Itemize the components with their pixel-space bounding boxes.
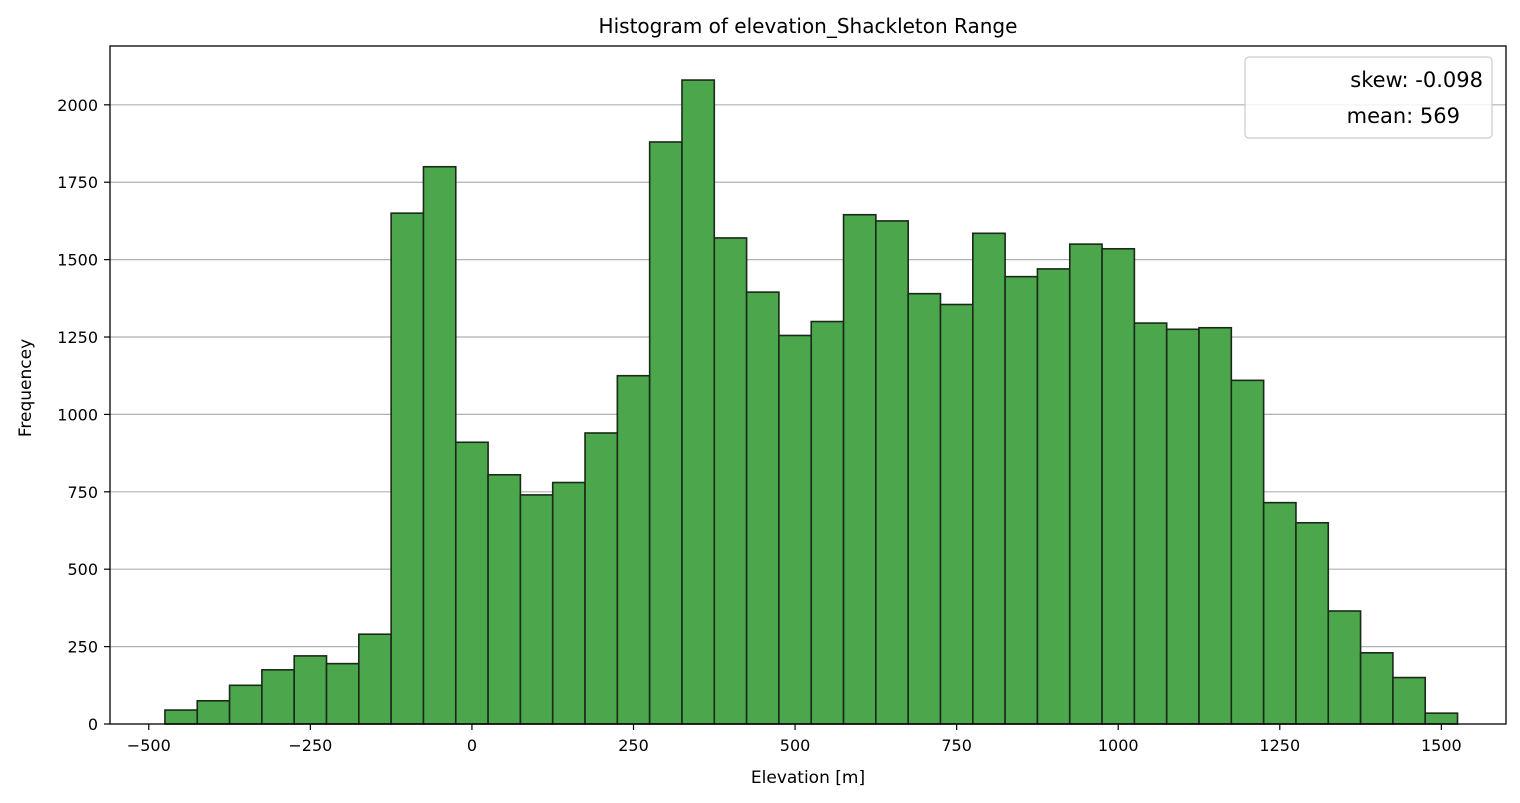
histogram-bar bbox=[1424, 712, 1459, 725]
histogram-bar bbox=[907, 292, 942, 725]
histogram-bar bbox=[390, 212, 425, 725]
y-tick-label: 1250 bbox=[57, 328, 98, 347]
legend-box bbox=[1244, 56, 1493, 139]
histogram-bar bbox=[164, 709, 199, 725]
histogram-bar bbox=[778, 334, 813, 725]
histogram-bar bbox=[842, 213, 877, 725]
histogram-bar bbox=[745, 291, 780, 725]
y-tick-label: 1750 bbox=[57, 173, 98, 192]
histogram-bar bbox=[939, 303, 974, 725]
x-tick-label: −500 bbox=[127, 736, 171, 755]
legend-entry-skew: skew: -0.098 bbox=[1350, 68, 1483, 92]
histogram-bar bbox=[972, 232, 1006, 725]
histogram-bar bbox=[422, 165, 457, 725]
x-tick-label: 1000 bbox=[1098, 736, 1139, 755]
histogram-bar bbox=[810, 320, 845, 725]
y-tick-label: 250 bbox=[67, 638, 98, 657]
x-tick-label: −250 bbox=[288, 736, 332, 755]
histogram-bar bbox=[261, 669, 295, 725]
x-axis-label: Elevation [m] bbox=[751, 768, 865, 788]
histogram-bar bbox=[681, 79, 716, 725]
histogram-bar bbox=[1392, 676, 1427, 725]
chart-title: Histogram of elevation_Shackleton Range bbox=[599, 14, 1018, 38]
y-tick-label: 1000 bbox=[57, 405, 98, 424]
histogram-bar bbox=[1004, 275, 1039, 725]
histogram-bars bbox=[164, 79, 1459, 725]
histogram-bar bbox=[551, 481, 586, 725]
x-tick-label: 750 bbox=[941, 736, 972, 755]
histogram-bar bbox=[1359, 651, 1394, 725]
histogram-bar bbox=[228, 684, 263, 725]
histogram-bar bbox=[1101, 247, 1136, 725]
y-tick-label: 0 bbox=[88, 715, 98, 734]
x-tick-label: 250 bbox=[618, 736, 649, 755]
histogram-bar bbox=[1230, 379, 1265, 725]
y-tick-label: 500 bbox=[67, 560, 98, 579]
x-tick-label: 1250 bbox=[1259, 736, 1300, 755]
x-tick-label: 1500 bbox=[1421, 736, 1462, 755]
histogram-bar bbox=[454, 441, 489, 725]
x-tick-label: 0 bbox=[467, 736, 477, 755]
histogram-bar bbox=[1295, 521, 1330, 725]
legend: skew: -0.098 mean: 569 bbox=[1244, 56, 1493, 139]
histogram-bar bbox=[584, 432, 619, 725]
histogram-bar bbox=[1262, 501, 1297, 725]
legend-entry-mean: mean: 569 bbox=[1347, 104, 1460, 128]
y-tick-label: 750 bbox=[67, 483, 98, 502]
histogram-bar bbox=[1327, 610, 1362, 725]
histogram-bar bbox=[1068, 243, 1103, 725]
x-tick-label: 500 bbox=[780, 736, 811, 755]
histogram-bar bbox=[196, 699, 231, 725]
histogram-bar bbox=[648, 141, 683, 725]
histogram-bar bbox=[875, 220, 909, 725]
histogram-bar bbox=[487, 473, 522, 725]
histogram-bar bbox=[616, 374, 651, 725]
histogram-bar bbox=[519, 494, 554, 725]
histogram-bar bbox=[1198, 326, 1233, 725]
histogram-bar bbox=[1036, 268, 1071, 725]
y-tick-label: 1500 bbox=[57, 251, 98, 270]
y-axis-ticks: 0 250 500 750 1000 1250 1500 1750 2000 bbox=[57, 96, 110, 734]
histogram-bar bbox=[713, 237, 748, 725]
y-tick-label: 2000 bbox=[57, 96, 98, 115]
histogram-bar bbox=[1165, 328, 1200, 725]
y-axis-label: Frequencey bbox=[16, 339, 36, 437]
histogram-bar bbox=[293, 655, 328, 725]
x-axis-ticks: −500 −250 0 250 500 750 1000 1250 1500 bbox=[127, 724, 1462, 755]
histogram-bar bbox=[358, 633, 392, 725]
plot-frame bbox=[109, 45, 1507, 725]
histogram-bar bbox=[325, 662, 360, 725]
histogram-bar bbox=[1133, 322, 1168, 725]
